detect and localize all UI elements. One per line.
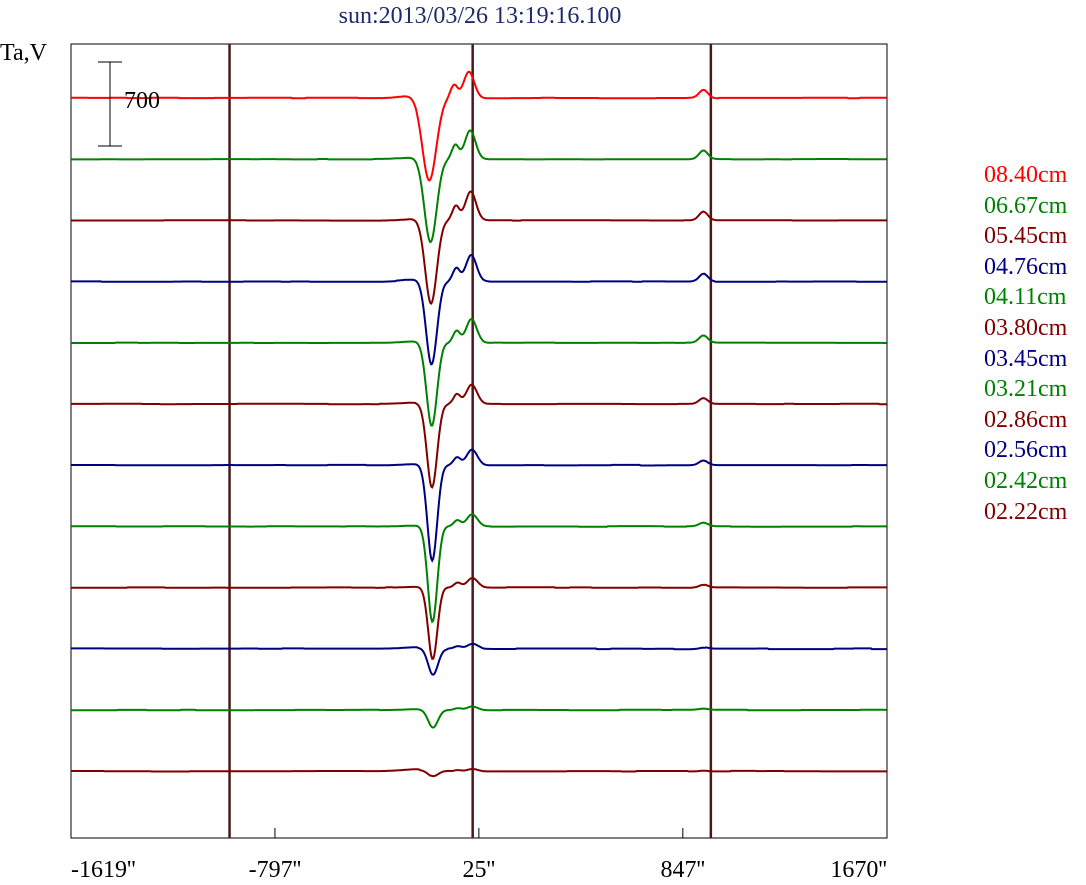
series-line-04.76cm (71, 253, 887, 366)
series-line-02.56cm (71, 642, 887, 676)
series-line-02.42cm (71, 705, 887, 729)
legend-item: 06.67cm (984, 192, 1068, 219)
scale-bar-label: 700 (124, 88, 160, 114)
legend: 08.40cm 06.67cm 05.45cm 04.76cm 04.11cm 03.80… (984, 160, 1067, 527)
legend-item: 05.45cm (984, 223, 1068, 250)
legend-item: 02.86cm (984, 406, 1068, 433)
series-line-03.80cm (71, 383, 887, 489)
x-tick-label: 25'' (463, 857, 496, 883)
x-tick-label: 1670'' (830, 857, 887, 883)
plot-frame (70, 43, 888, 839)
legend-item: 03.21cm (984, 376, 1068, 403)
series-line-02.86cm (71, 577, 887, 660)
legend-item: 04.11cm (984, 284, 1067, 311)
x-tick-label: 847'' (660, 857, 705, 883)
series-line-02.22cm (71, 768, 887, 778)
x-tick-label: -1619'' (71, 857, 136, 883)
series-line-03.45cm (71, 448, 887, 563)
legend-item: 03.45cm (984, 345, 1068, 372)
chart-title: sun:2013/03/26 13:19:16.100 (338, 3, 622, 29)
legend-item: 08.40cm (984, 162, 1068, 188)
legend-item: 02.42cm (984, 467, 1068, 494)
y-axis-label: Ta,V (0, 40, 48, 66)
legend-item: 03.80cm (984, 314, 1068, 341)
legend-item: 02.22cm (984, 498, 1068, 525)
series-line-05.45cm (71, 190, 887, 305)
legend-item: 02.56cm (984, 437, 1068, 464)
series-line-06.67cm (71, 129, 887, 244)
series-line-08.40cm (71, 70, 887, 182)
legend-item: 04.76cm (984, 253, 1068, 280)
series-line-03.21cm (71, 513, 887, 624)
series-line-04.11cm (71, 318, 887, 427)
x-tick-label: -797'' (249, 857, 302, 883)
